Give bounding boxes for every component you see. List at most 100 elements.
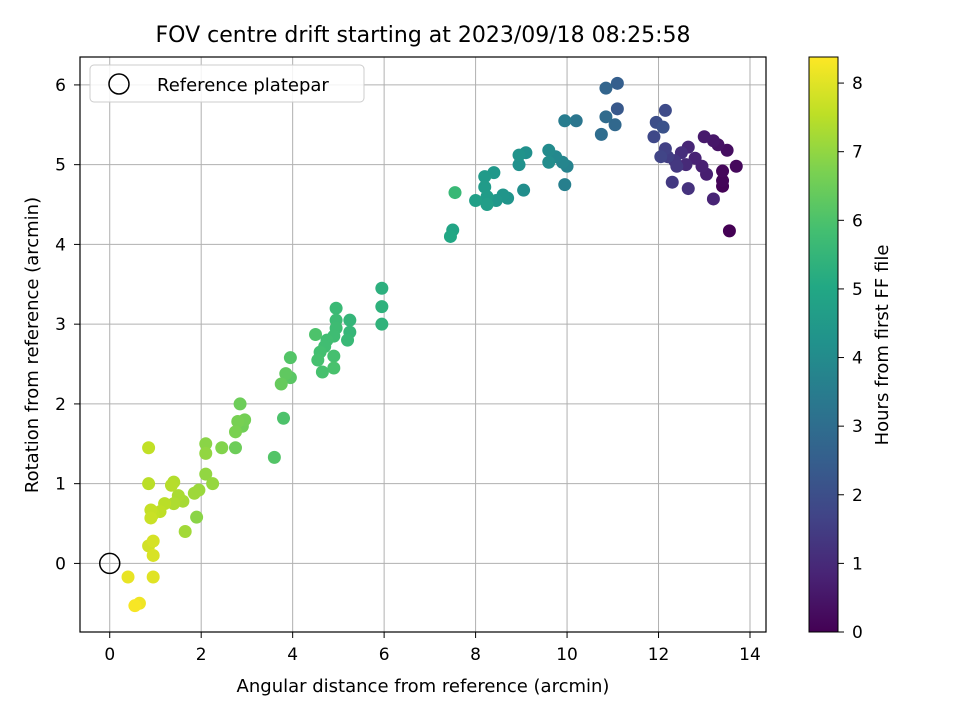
data-point — [688, 151, 702, 165]
colorbar-tick-label: 6 — [852, 211, 863, 231]
data-point — [512, 148, 526, 162]
data-point — [448, 186, 462, 200]
data-point — [142, 441, 156, 455]
data-point — [542, 155, 556, 169]
x-axis-label: Angular distance from reference (arcmin) — [237, 676, 610, 697]
reference-marker — [98, 552, 121, 575]
data-point — [697, 130, 711, 144]
x-tick-label: 8 — [470, 645, 481, 665]
data-point — [199, 467, 213, 481]
data-point — [164, 478, 178, 492]
x-axis-ticks: 0 2 4 6 8 10 12 14 — [104, 632, 761, 665]
data-point — [277, 411, 291, 425]
data-point — [329, 301, 343, 315]
data-point — [375, 281, 389, 295]
data-point — [199, 446, 213, 460]
data-point — [167, 497, 181, 511]
colorbar-tick-label: 0 — [852, 623, 863, 643]
data-point — [215, 441, 229, 455]
data-point — [608, 118, 622, 132]
colorbar-tick-label: 7 — [852, 143, 863, 163]
legend-box — [89, 64, 365, 103]
data-point — [558, 114, 572, 128]
y-tick-label: 0 — [55, 554, 66, 574]
reference-point — [98, 552, 121, 575]
chart-title: FOV centre drift starting at 2023/09/18 … — [156, 23, 691, 48]
data-point — [327, 361, 341, 375]
data-point — [206, 477, 220, 491]
data-point — [142, 477, 156, 491]
data-point — [599, 110, 613, 124]
data-point — [716, 164, 730, 178]
data-point — [144, 511, 158, 525]
y-tick-label: 4 — [55, 235, 66, 255]
colorbar-tick-label: 4 — [852, 349, 863, 369]
data-point — [665, 175, 679, 189]
colorbar-tick-label: 8 — [852, 74, 863, 94]
data-point — [569, 114, 583, 128]
data-point — [542, 143, 556, 157]
data-point — [729, 159, 743, 173]
data-point — [343, 313, 357, 327]
x-tick-label: 4 — [287, 645, 298, 665]
data-point — [658, 103, 672, 117]
x-tick-label: 6 — [379, 645, 390, 665]
legend-label: Reference platepar — [157, 75, 329, 96]
colorbar — [808, 56, 839, 633]
data-point — [654, 150, 668, 164]
data-point — [315, 365, 329, 379]
plot-frame — [79, 56, 767, 633]
data-point — [599, 81, 613, 95]
data-point — [706, 192, 720, 206]
data-point — [375, 317, 389, 331]
y-tick-label: 2 — [55, 395, 66, 415]
data-point — [128, 599, 142, 613]
data-point — [517, 183, 531, 197]
grid-lines — [80, 57, 766, 632]
data-point — [480, 198, 494, 212]
data-point — [327, 349, 341, 363]
data-point — [309, 328, 323, 342]
y-axis-label: Rotation from reference (arcmin) — [22, 197, 43, 493]
data-point — [279, 367, 293, 381]
y-tick-label: 5 — [55, 156, 66, 176]
x-tick-label: 10 — [556, 645, 578, 665]
y-axis-ticks: 0 1 2 3 4 5 6 — [55, 76, 80, 574]
data-point — [190, 510, 204, 524]
x-tick-label: 14 — [739, 645, 761, 665]
colorbar-ticks: 0 1 2 3 4 5 6 7 8 — [838, 74, 863, 643]
y-tick-label: 3 — [55, 315, 66, 335]
data-point — [716, 174, 730, 188]
data-point — [146, 534, 160, 548]
data-point — [233, 397, 247, 411]
colorbar-tick-label: 1 — [852, 554, 863, 574]
data-point — [681, 182, 695, 196]
data-point — [478, 170, 492, 184]
data-point — [187, 486, 201, 500]
data-point — [558, 178, 572, 192]
data-point — [274, 377, 288, 391]
data-point — [228, 441, 242, 455]
data-point — [121, 570, 135, 584]
colorbar-label: Hours from first FF file — [872, 245, 893, 446]
data-point — [228, 425, 242, 439]
data-point — [469, 194, 483, 208]
legend-marker-icon — [108, 73, 130, 95]
data-point — [231, 414, 245, 428]
data-point — [610, 102, 624, 116]
data-point — [146, 570, 160, 584]
data-point — [267, 450, 281, 464]
x-tick-label: 12 — [648, 645, 670, 665]
scatter-points — [121, 76, 743, 613]
data-point — [283, 351, 297, 365]
data-point — [610, 76, 624, 90]
data-point — [199, 437, 213, 451]
y-tick-label: 6 — [55, 76, 66, 96]
legend: Reference platepar — [89, 64, 365, 103]
colorbar-tick-label: 3 — [852, 417, 863, 437]
x-tick-label: 2 — [196, 645, 207, 665]
x-tick-label: 0 — [104, 645, 115, 665]
data-point — [656, 120, 670, 134]
data-point — [443, 229, 457, 243]
